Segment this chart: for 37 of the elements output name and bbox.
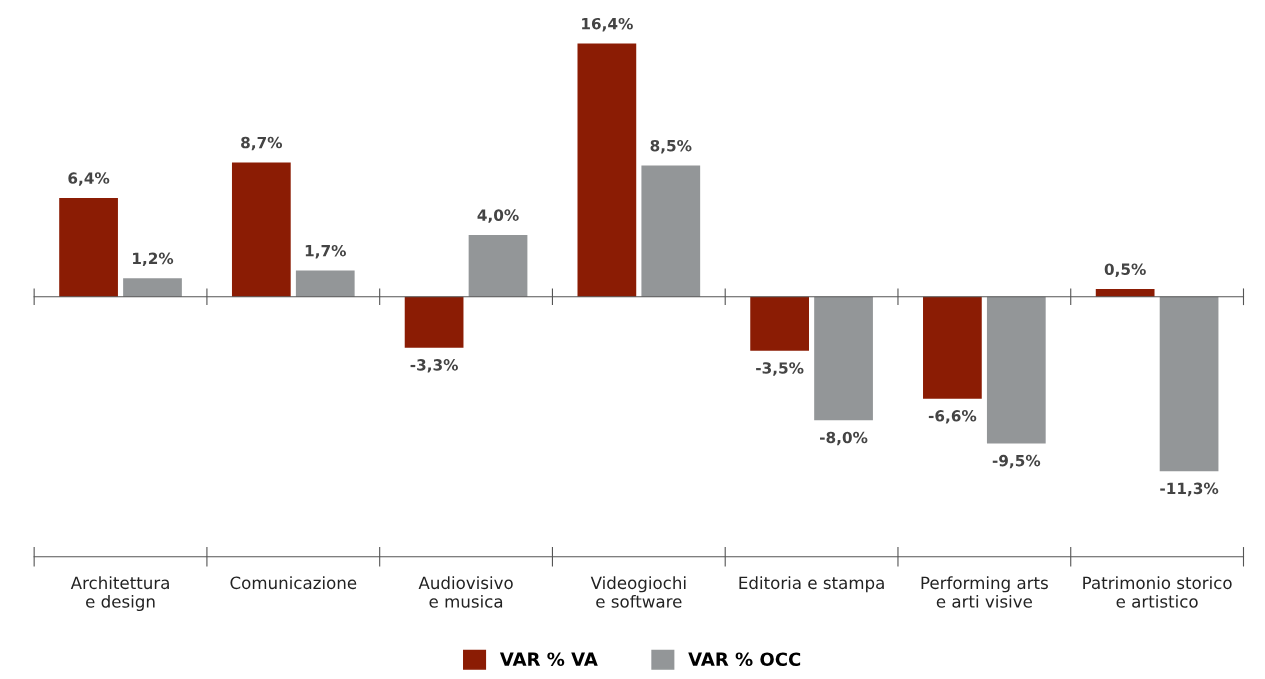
bar [641, 165, 701, 297]
x-tick-label: Comunicazione [230, 576, 357, 590]
x-tick-label: Audiovisivo e musica [418, 576, 513, 608]
bar [1159, 296, 1219, 472]
data-label: 16,4% [582, 17, 633, 32]
x-tick-label: Architettura e design [70, 576, 169, 612]
x-tick-label: Patrimonio storico e artistico [1083, 576, 1232, 608]
data-label: 6,4% [68, 172, 110, 186]
legend-label: VAR % OCC [688, 652, 801, 667]
data-label: 1,2% [133, 252, 174, 267]
bar [577, 43, 637, 297]
bar [59, 197, 118, 297]
legend-label: VAR % VA [499, 652, 598, 667]
data-label: -8,0% [820, 431, 868, 446]
bar [923, 296, 982, 399]
x-tick-label: Performing arts e arti visive [921, 576, 1048, 608]
x-tick-label: Editoria e stampa [739, 576, 884, 593]
bar [814, 296, 873, 421]
bar [404, 296, 464, 348]
data-label: 8,5% [650, 139, 692, 154]
data-label: -3,3% [410, 359, 458, 373]
bar [123, 278, 182, 297]
bar [1095, 289, 1155, 297]
data-label: -3,5% [756, 362, 804, 376]
data-label: 0,5% [1104, 263, 1146, 277]
data-label: -9,5% [992, 454, 1041, 469]
bar [986, 296, 1046, 444]
bar [468, 234, 528, 297]
bar [295, 270, 355, 297]
data-label: -11,3% [1160, 482, 1219, 497]
x-tick-label: Videogiochi e software [590, 576, 686, 608]
data-label: 4,0% [477, 209, 519, 223]
data-label: 8,7% [241, 136, 283, 151]
bar [231, 162, 291, 297]
data-label: 1,7% [305, 244, 346, 259]
data-label: -6,6% [928, 410, 977, 424]
bar [750, 296, 809, 351]
